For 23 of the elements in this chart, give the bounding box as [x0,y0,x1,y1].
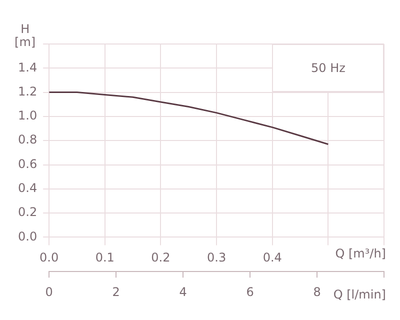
x2-tick-label: 2 [112,284,120,299]
text-box: 50 Hz [272,44,384,92]
x-tick-label: 0.1 [95,250,114,265]
y-tick-label: 0.8 [18,132,38,147]
x-tick-label: 0.3 [206,250,226,265]
y-tick-label: 1.0 [18,108,38,123]
y-tick-label: 0.4 [18,181,38,196]
x2-tick-label: 8 [313,284,321,299]
y-tick-label: 0.0 [18,229,38,244]
y-tick-label: 0.2 [18,205,38,220]
y-axis-title: H [m] [14,22,36,49]
y-tick-label: 1.4 [18,60,38,74]
annotation: 50 Hz [311,61,346,75]
x2-tick-label: 6 [246,284,254,299]
y-tick-label: 1.2 [18,84,38,98]
x2-tick-label: 0 [45,284,53,299]
x2-axis-title: Q [l/min] [333,288,386,302]
x-tick-label: 0.2 [151,250,170,265]
x2-tick-label: 4 [179,284,187,299]
y-tick-label: 0.6 [18,156,38,171]
x-tick-label: 0.0 [40,250,59,265]
x-tick-label: 0.4 [262,250,282,265]
x-axis-title: Q [m³/h] [335,246,386,260]
